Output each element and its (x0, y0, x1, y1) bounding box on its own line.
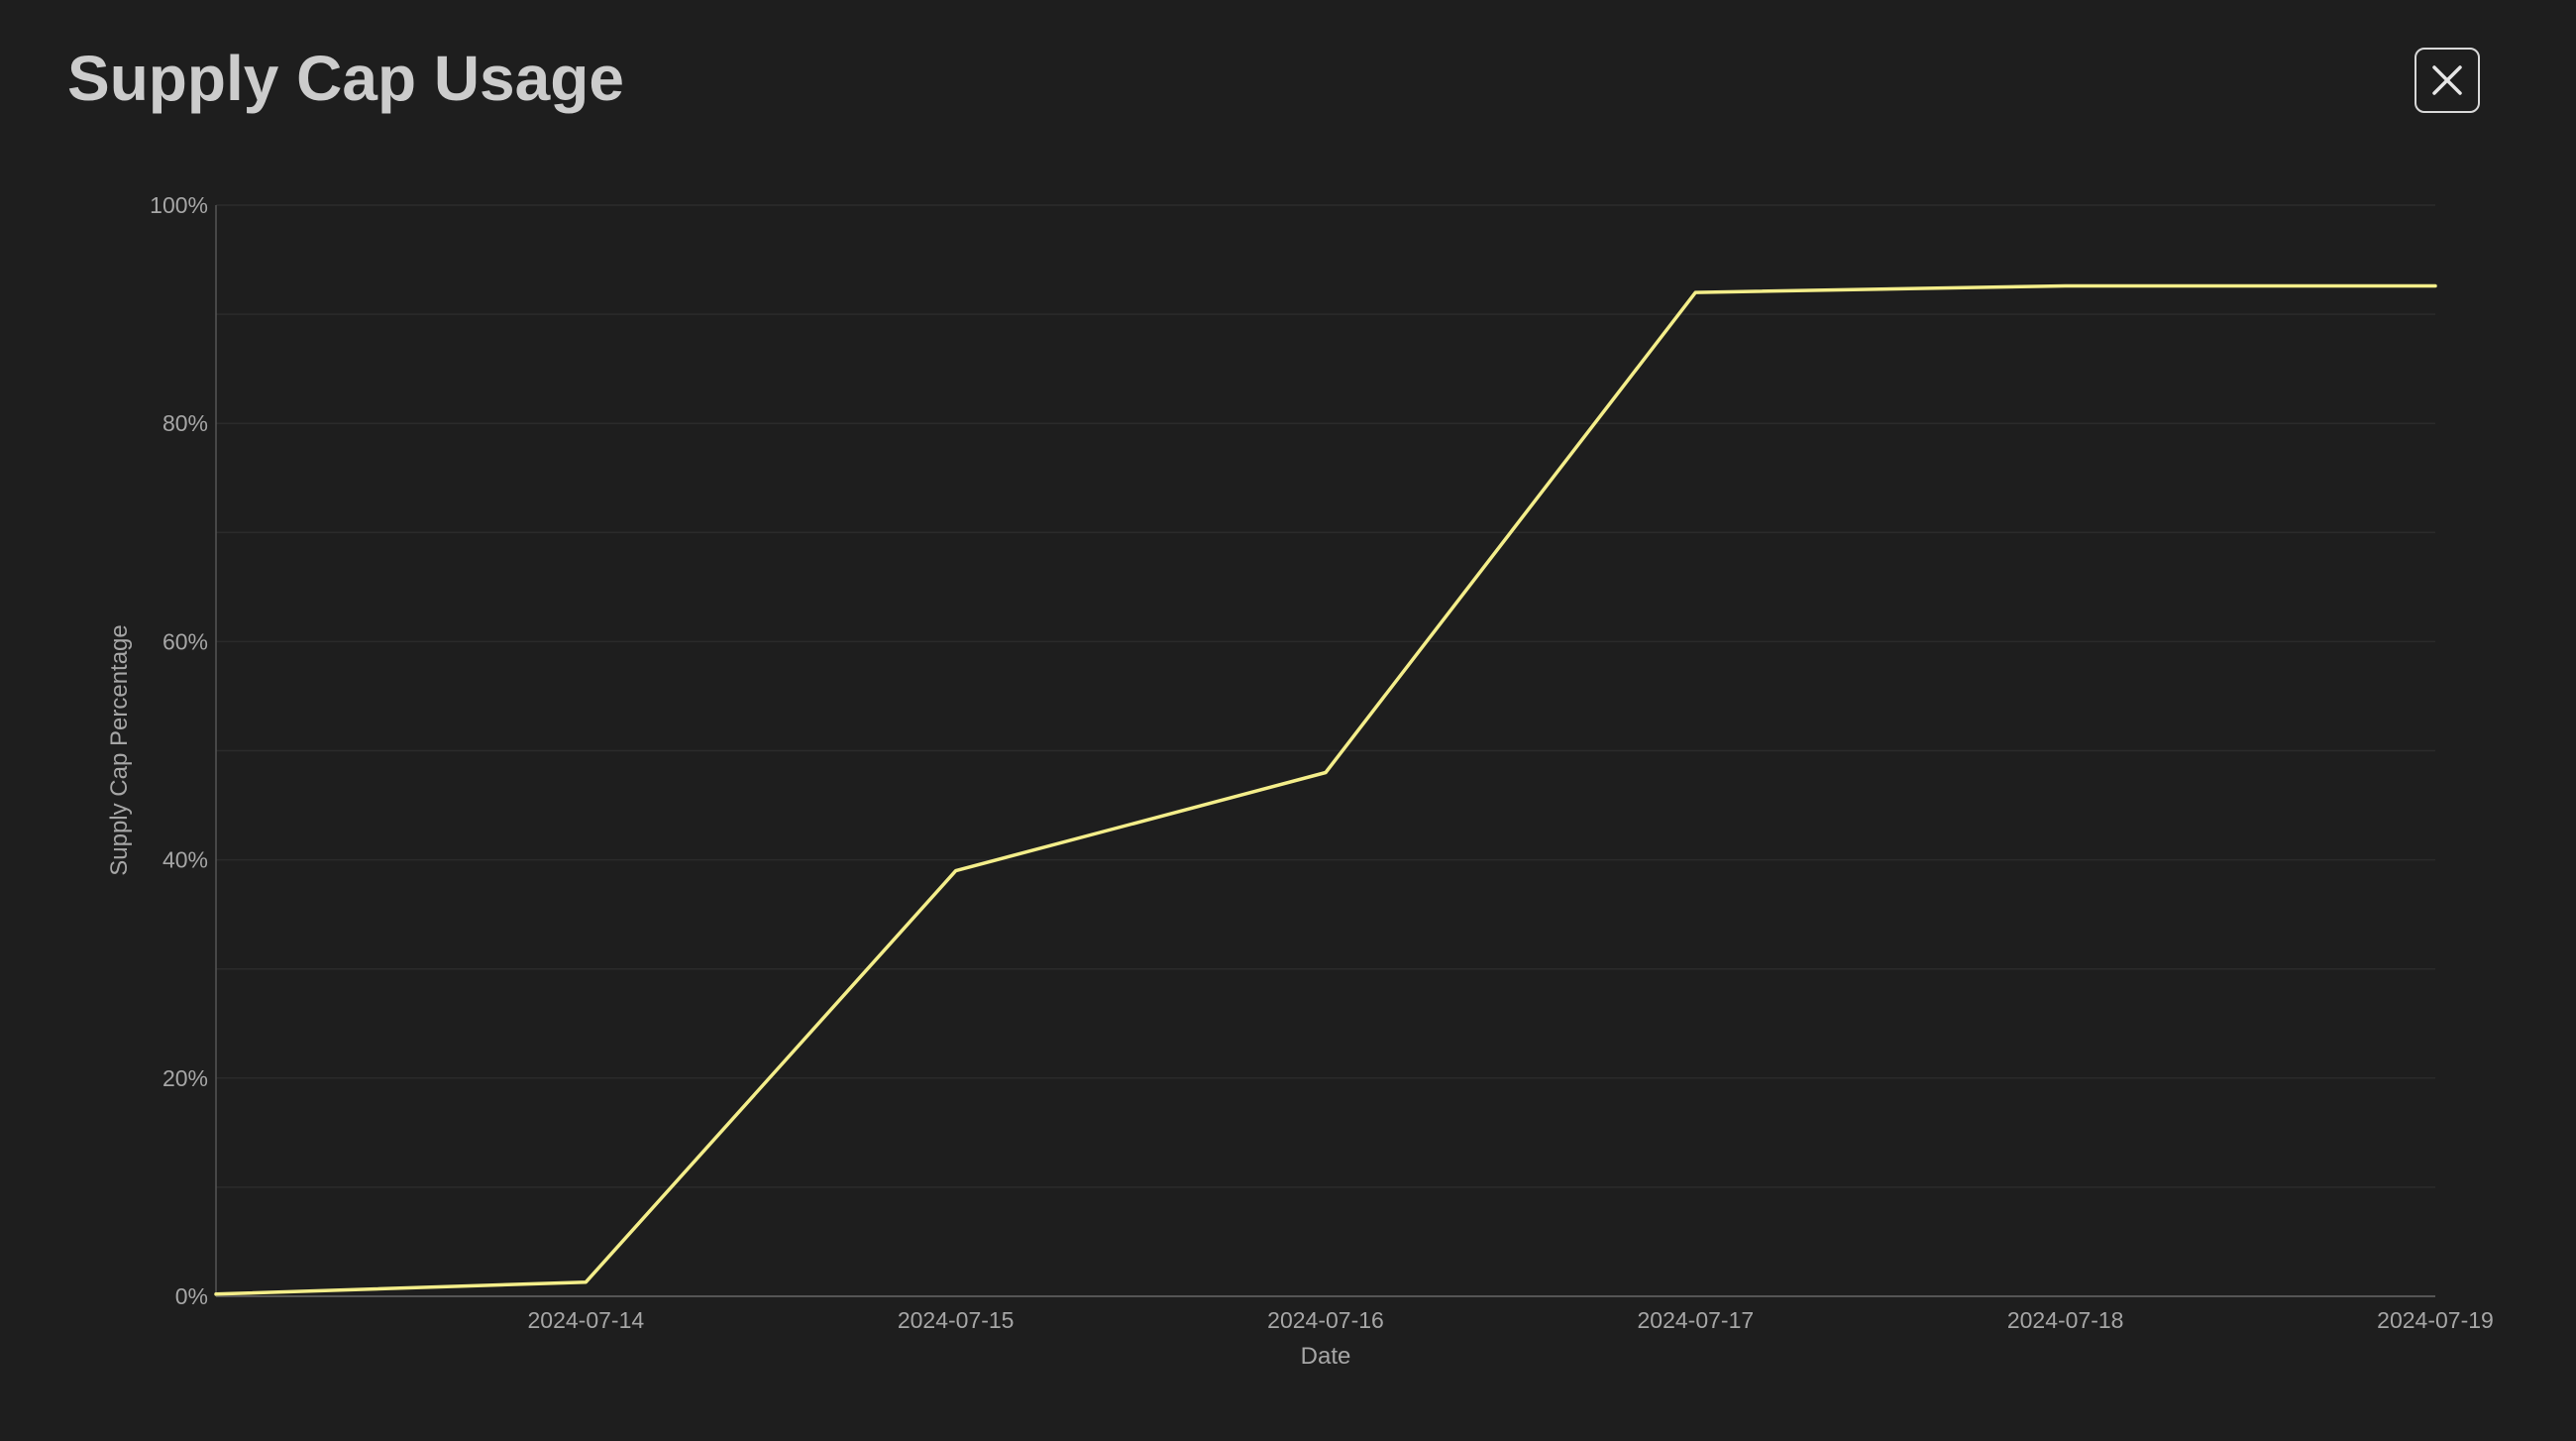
y-tick-label: 100% (150, 192, 208, 218)
grid-lines (216, 204, 2435, 1188)
x-tick-label: 2024-07-16 (1267, 1307, 1384, 1333)
y-tick-label: 80% (162, 410, 208, 436)
x-tick-label: 2024-07-17 (1638, 1307, 1755, 1333)
x-tick-label: 2024-07-15 (898, 1307, 1015, 1333)
close-icon (2431, 64, 2463, 96)
x-tick-label: 2024-07-14 (528, 1307, 645, 1333)
x-tick-label: 2024-07-18 (2007, 1307, 2124, 1333)
y-axis-label: Supply Cap Percentage (106, 624, 133, 876)
close-button[interactable] (2415, 48, 2480, 113)
x-axis-label: Date (1301, 1343, 1351, 1370)
y-tick-label: 60% (162, 628, 208, 654)
x-tick-label: 2024-07-19 (2377, 1307, 2494, 1333)
y-tick-label: 40% (162, 847, 208, 873)
y-tick-label: 20% (162, 1065, 208, 1091)
axes (215, 205, 2435, 1297)
series-line (214, 283, 2437, 1296)
page-title: Supply Cap Usage (67, 43, 624, 114)
tick-labels: 0% 20% 40% 60% 80% 100% 2024-07-14 2024-07-15 20… (150, 192, 2494, 1333)
y-tick-label: 0% (175, 1283, 208, 1309)
series-layer (214, 283, 2437, 1296)
